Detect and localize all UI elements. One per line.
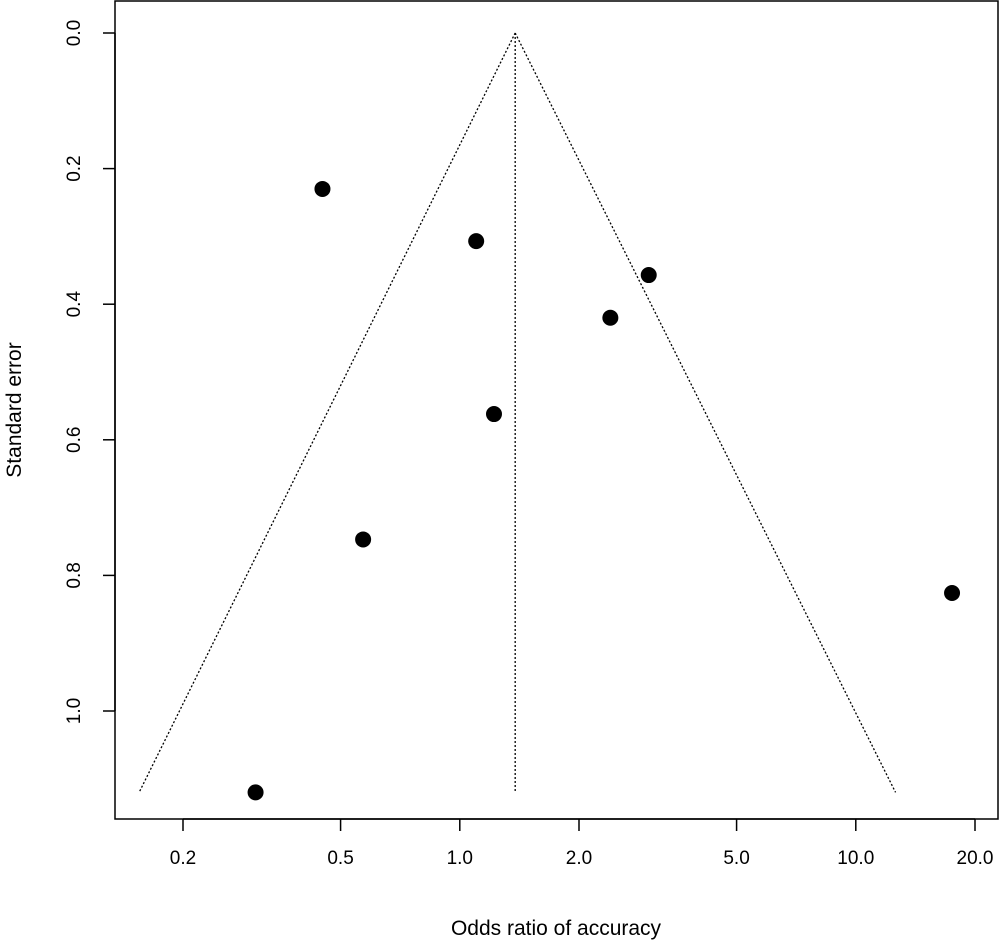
x-axis: 0.2 0.5 1.0 2.0 5.0 10.0 20.0 [170,818,994,869]
data-points [247,180,961,801]
x-tick-label-2: 1.0 [447,848,473,869]
y-tick-label-2: 0.4 [64,291,85,318]
data-point-8 [247,784,264,801]
x-tick-label-5: 10.0 [837,848,874,869]
y-tick-label-4: 0.8 [64,562,85,588]
plot-frame [114,0,999,820]
y-tick-label-5: 1.0 [64,698,85,724]
funnel-right-line [514,32,897,793]
x-tick-label-0: 0.2 [170,848,196,869]
y-axis-title: Standard error [3,342,26,477]
x-axis-title: Odds ratio of accuracy [451,917,662,940]
data-point-6 [355,531,372,548]
funnel-left-line [138,32,516,793]
data-point-1 [314,180,331,197]
data-point-3 [640,267,657,284]
y-tick-label-1: 0.2 [64,155,85,181]
data-point-2 [468,233,485,250]
x-tick-label-1: 0.5 [327,848,353,869]
data-point-7 [944,585,961,602]
data-point-5 [485,406,502,423]
y-axis: 0.0 0.2 0.4 0.6 0.8 1.0 [64,20,116,724]
data-point-4 [602,309,619,326]
x-tick-label-4: 5.0 [723,848,749,869]
y-tick-label-3: 0.6 [64,427,85,453]
funnel-lines [138,32,897,793]
y-tick-label-0: 0.0 [64,20,85,46]
x-tick-label-3: 2.0 [566,848,592,869]
x-tick-label-6: 20.0 [957,848,994,869]
